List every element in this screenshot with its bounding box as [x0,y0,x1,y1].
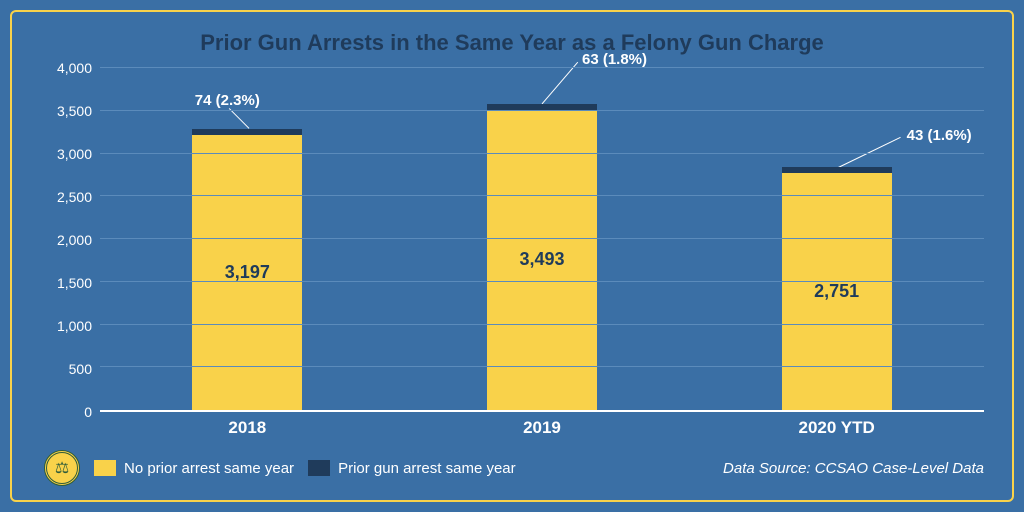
category-label: 2019 [523,418,561,438]
outer-frame: Prior Gun Arrests in the Same Year as a … [0,0,1024,512]
y-tick-label: 1,000 [57,318,92,334]
legend-label-no-prior: No prior arrest same year [124,460,294,477]
gridline [100,195,984,196]
y-tick-label: 2,500 [57,189,92,205]
bar-segment-no-prior: 3,493 [487,110,597,410]
plot-area: 3,1972018 3,4932019 2,7512020 YTD 74 (2.3%… [100,68,984,412]
gridline [100,281,984,282]
y-tick-label: 3,500 [57,103,92,119]
y-tick-label: 1,500 [57,275,92,291]
y-tick-label: 4,000 [57,60,92,76]
y-tick-label: 2,000 [57,232,92,248]
bars-container: 3,1972018 3,4932019 2,7512020 YTD [100,68,984,410]
bar-stack: 3,197 [192,129,302,410]
bar-column: 2,7512020 YTD [767,68,907,410]
data-source: Data Source: CCSAO Case-Level Data [723,460,984,477]
gridline [100,67,984,68]
bar-stack: 2,751 [782,167,892,410]
gridline [100,324,984,325]
bar-callout: 43 (1.6%) [907,127,972,144]
bar-callout: 63 (1.8%) [582,51,647,68]
category-label: 2020 YTD [799,418,875,438]
legend-label-prior: Prior gun arrest same year [338,460,516,477]
legend-swatch-prior [308,460,330,476]
bar-segment-no-prior: 2,751 [782,173,892,410]
bar-stack: 3,493 [487,104,597,410]
footer: ⚖ No prior arrest same year Prior gun ar… [40,450,984,486]
y-tick-label: 500 [69,361,92,377]
bar-callout: 74 (2.3%) [195,92,260,109]
chart-panel: Prior Gun Arrests in the Same Year as a … [10,10,1014,502]
chart-title: Prior Gun Arrests in the Same Year as a … [40,30,984,56]
legend-item-prior: Prior gun arrest same year [308,460,516,477]
gridline [100,238,984,239]
bar-column: 3,1972018 [177,68,317,410]
category-label: 2018 [228,418,266,438]
legend-swatch-no-prior [94,460,116,476]
gridline [100,110,984,111]
gridline [100,366,984,367]
bar-segment-no-prior: 3,197 [192,135,302,410]
y-tick-label: 3,000 [57,146,92,162]
y-tick-label: 0 [84,404,92,420]
y-axis: 05001,0001,5002,0002,5003,0003,5004,000 [40,68,100,412]
seal-icon: ⚖ [44,450,80,486]
gridline [100,153,984,154]
bar-column: 3,4932019 [472,68,612,410]
chart-area: 05001,0001,5002,0002,5003,0003,5004,000 … [40,68,984,412]
legend-item-no-prior: No prior arrest same year [94,460,294,477]
